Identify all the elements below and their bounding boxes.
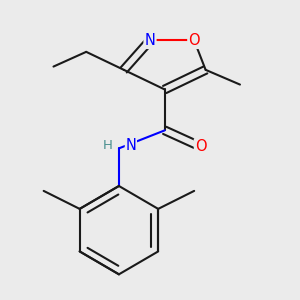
Text: O: O: [195, 139, 206, 154]
Text: N: N: [145, 33, 155, 48]
Text: H: H: [103, 139, 112, 152]
Text: O: O: [188, 33, 200, 48]
Text: N: N: [125, 138, 136, 153]
